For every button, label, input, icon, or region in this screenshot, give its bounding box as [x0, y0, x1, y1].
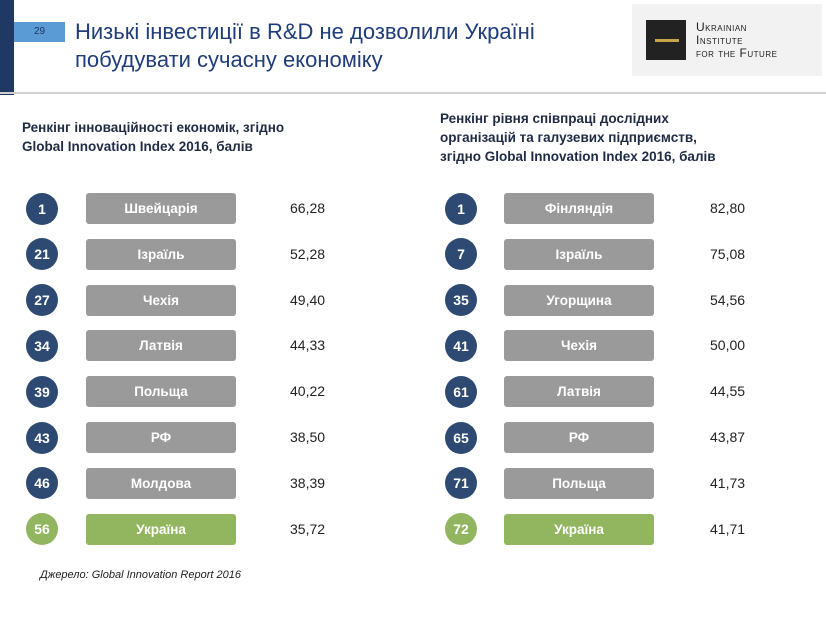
score: 38,50	[290, 429, 326, 445]
rank: 46	[26, 467, 58, 500]
country: Чехія	[504, 330, 654, 362]
score: 35,72	[290, 520, 326, 537]
country: Угорщина	[504, 284, 654, 316]
logo: Ukrainian Institute for the Future	[632, 4, 822, 76]
logo-line: Institute	[696, 33, 743, 47]
score: 75,08	[710, 245, 746, 262]
score: 44,55	[710, 383, 746, 400]
score: 41,71	[710, 520, 746, 537]
rank: 56	[26, 513, 58, 546]
score: 66,28	[290, 200, 326, 216]
score: 43,87	[710, 429, 746, 445]
country: Молдова	[86, 467, 236, 499]
country: Швейцарія	[86, 193, 236, 224]
rank: 27	[26, 284, 58, 317]
panel-title: Ренкінг рівня співпраці дослідних	[440, 111, 669, 126]
rank: 72	[445, 513, 477, 546]
country: Ізраїль	[504, 238, 654, 270]
panel-title: Ренкінг інноваційності економік, згідно	[22, 120, 285, 135]
country: Польща	[504, 467, 654, 499]
rank: 21	[26, 238, 58, 271]
logo-line: for the Future	[696, 46, 778, 60]
page-number: 29	[14, 22, 65, 42]
country: Ізраїль	[86, 238, 236, 270]
country: Чехія	[86, 284, 236, 316]
divider	[0, 92, 826, 94]
country: РФ	[504, 422, 654, 453]
country: Фінляндія	[504, 193, 654, 224]
accent-bar	[0, 0, 14, 95]
panel-title: згідно Global Innovation Index 2016, бал…	[440, 149, 716, 164]
rank: 7	[445, 238, 477, 271]
score: 38,39	[290, 474, 326, 491]
rank: 61	[445, 375, 477, 408]
country: Латвія	[504, 376, 654, 408]
rank: 1	[26, 192, 58, 225]
rank: 34	[26, 329, 58, 362]
logo-line: Ukrainian	[696, 20, 747, 34]
logo-icon	[646, 20, 686, 60]
score: 50,00	[710, 337, 746, 354]
score: 52,28	[290, 245, 326, 262]
rank: 41	[445, 329, 477, 362]
score: 82,80	[710, 200, 746, 216]
country: Україна	[86, 513, 236, 545]
rank: 65	[445, 421, 477, 454]
score: 54,56	[710, 291, 746, 308]
score: 40,22	[290, 383, 326, 400]
country: Польща	[86, 376, 236, 408]
score: 49,40	[290, 291, 326, 308]
panel-title: Global Innovation Index 2016, балів	[22, 139, 253, 154]
country: Латвія	[86, 330, 236, 362]
rank: 71	[445, 467, 477, 500]
panel-title: організацій та галузевих підприємств,	[440, 130, 697, 145]
country: Україна	[504, 513, 654, 545]
score: 41,73	[710, 474, 746, 491]
rank: 43	[26, 421, 58, 454]
rank: 35	[445, 284, 477, 317]
rank: 1	[445, 192, 477, 225]
title-line: побудувати сучасну економіку	[75, 47, 383, 72]
rank: 39	[26, 375, 58, 408]
title: Низькі інвестиції в R&D не дозволили Укр…	[75, 18, 535, 74]
source: Джерело: Global Innovation Report 2016	[40, 569, 241, 581]
logo-text: Ukrainian Institute for the Future	[696, 21, 777, 60]
title-line: Низькі інвестиції в R&D не дозволили Укр…	[75, 19, 535, 44]
score: 44,33	[290, 337, 326, 354]
country: РФ	[86, 422, 236, 453]
